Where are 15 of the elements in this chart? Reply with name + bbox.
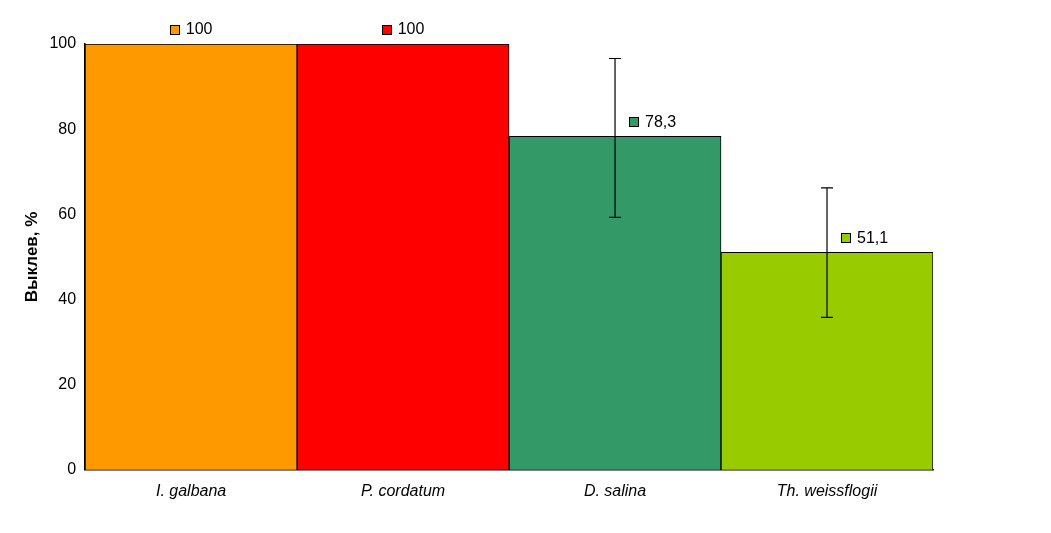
y-tick-label: 20: [58, 375, 77, 393]
y-tick-label: 60: [58, 204, 77, 222]
data-label: 51,1: [857, 228, 889, 246]
y-tick-label: 0: [67, 460, 77, 478]
x-tick-label: D. salina: [583, 481, 647, 499]
x-tick-label: P. cordatum: [360, 481, 446, 499]
y-tick-label: 40: [58, 289, 77, 307]
data-label: 100: [185, 20, 213, 38]
x-tick-label: I. galbana: [155, 481, 227, 499]
x-tick-label: Th. weissflogii: [776, 481, 878, 499]
y-tick-label: 80: [58, 119, 77, 137]
y-axis-title: Выклев, %: [21, 211, 41, 303]
data-label: 100: [397, 20, 425, 38]
y-tick-label: 100: [49, 34, 77, 52]
data-label: 78,3: [645, 112, 677, 130]
